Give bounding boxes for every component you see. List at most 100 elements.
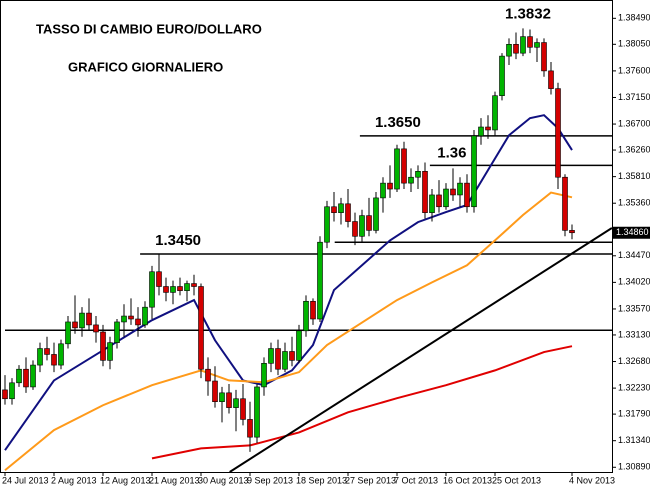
candle-body [436, 194, 442, 208]
candle-body [219, 392, 225, 403]
candle-body [16, 368, 22, 384]
indicator-line [4, 114, 573, 451]
current-price-label: 1.34860 [616, 227, 649, 237]
candle-body [65, 321, 71, 345]
x-tick-label: 21 Aug 2013 [149, 475, 200, 485]
candle-body [114, 321, 120, 343]
candle-body [261, 363, 267, 388]
candle-body [422, 171, 428, 213]
x-tick-label: 16 Oct 2013 [443, 475, 492, 485]
candle-body [268, 348, 274, 364]
candle-body [548, 70, 554, 89]
candle-body [310, 300, 316, 320]
x-tick-label: 7 Oct 2013 [394, 475, 438, 485]
candle-body [324, 206, 330, 243]
candle-body [401, 148, 407, 184]
y-tick-label: 1.32680 [618, 356, 650, 366]
candle-body [345, 203, 351, 222]
candle-body [51, 354, 57, 366]
y-tick-label: 1.35810 [618, 171, 650, 181]
candle-body [275, 348, 281, 370]
candle-body [163, 286, 169, 293]
y-tick-label: 1.36260 [618, 144, 650, 154]
candle-body [289, 351, 295, 361]
y-tick-label: 1.31790 [618, 408, 650, 418]
y-tick-label: 1.36700 [618, 118, 650, 128]
candle-body [352, 221, 358, 237]
plot-area [2, 28, 612, 472]
x-tick-label: 9 Sep 2013 [247, 475, 293, 485]
x-tick-label: 18 Sep 2013 [296, 475, 347, 485]
candle-body [100, 331, 106, 361]
y-tick-label: 1.33570 [618, 303, 650, 313]
candle-body [457, 182, 463, 196]
candle-body [527, 36, 533, 48]
y-tick-label: 1.35360 [618, 198, 650, 208]
candle-body [562, 176, 568, 231]
y-tick-label: 1.32230 [618, 382, 650, 392]
candle-body [443, 188, 449, 208]
candle-body [394, 148, 400, 190]
candle-body [450, 188, 456, 196]
level-label: 1.36 [437, 144, 466, 161]
candle-body [233, 398, 239, 408]
candle-body [380, 182, 386, 199]
y-tick-label: 1.34020 [618, 277, 650, 287]
peak-label: 1.3832 [505, 5, 551, 22]
candle-body [415, 171, 421, 178]
candle-body [30, 364, 36, 388]
y-tick-label: 1.38050 [618, 39, 650, 49]
chart-title: TASSO DI CAMBIO EURO/DOLLARO [36, 21, 262, 36]
candle-body [184, 283, 190, 291]
x-tick-label: 30 Aug 2013 [198, 475, 249, 485]
candle-body [471, 135, 477, 208]
candle-body [338, 203, 344, 213]
candle-body [205, 368, 211, 382]
candle-body [408, 176, 414, 184]
chart-subtitle: GRAFICO GIORNALIERO [68, 59, 223, 74]
candle-body [9, 382, 15, 400]
candle-body [198, 286, 204, 370]
candle-body [387, 182, 393, 190]
candle-body [506, 44, 512, 57]
candle-body [156, 271, 162, 287]
candle-body [135, 318, 141, 326]
x-tick-label: 2 Aug 2013 [51, 475, 97, 485]
candle-body [37, 348, 43, 366]
candle-body [317, 241, 323, 320]
level-label: 1.3650 [375, 114, 421, 131]
candle-body [142, 306, 148, 326]
candle-body [128, 315, 134, 320]
candle-body [541, 42, 547, 72]
candle-body [149, 271, 155, 308]
x-tick-label: 27 Sep 2013 [345, 475, 396, 485]
candle-body [492, 95, 498, 131]
candle-body [86, 312, 92, 326]
candle-body [555, 88, 561, 178]
candle-body [240, 398, 246, 420]
candle-body [2, 389, 8, 400]
candle-body [58, 343, 64, 366]
y-tick-label: 1.34470 [618, 250, 650, 260]
candle-body [93, 324, 99, 333]
y-tick-label: 1.30890 [618, 462, 650, 472]
y-tick-label: 1.33130 [618, 329, 650, 339]
candle-body [520, 36, 526, 54]
x-tick-label: 12 Aug 2013 [100, 475, 151, 485]
candle-body [296, 330, 302, 361]
indicator-line [229, 227, 612, 472]
indicator-line [4, 191, 573, 472]
candle-body [121, 315, 127, 323]
candle-body [478, 126, 484, 137]
y-tick-label: 1.31340 [618, 435, 650, 445]
candle-body [366, 215, 372, 231]
candle-body [72, 321, 78, 329]
y-tick-label: 1.37150 [618, 92, 650, 102]
y-tick-label: 1.38490 [618, 13, 650, 23]
plot-frame [0, 0, 613, 473]
candle-body [569, 230, 575, 234]
candle-body [282, 351, 288, 370]
candle-body [212, 380, 218, 403]
candle-body [44, 348, 50, 355]
